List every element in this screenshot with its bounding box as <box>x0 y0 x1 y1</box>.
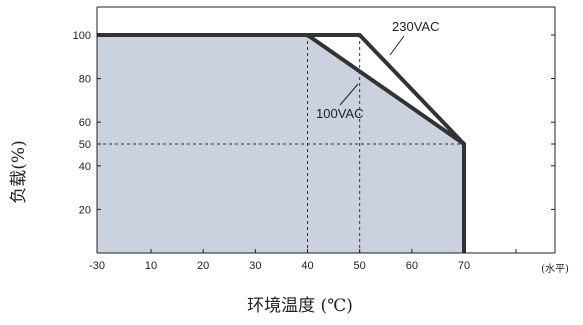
y-tick-label-50: 50 <box>79 139 91 151</box>
labels: 负载(%) 环境温度 (℃) (水平) 230VAC 100VAC <box>9 19 569 316</box>
x-tick-label-40: 40 <box>301 260 313 272</box>
y-tick-label-80: 80 <box>79 74 91 86</box>
series-lines <box>97 33 466 253</box>
x-axis-title: 环境温度 (℃) <box>247 296 353 316</box>
y-axis-title: 负载(%) <box>9 140 29 203</box>
operating-region <box>97 35 464 253</box>
x-tick-label-70: 70 <box>458 260 470 272</box>
series-line-100vac <box>97 33 466 253</box>
series-label-100vac: 100VAC <box>316 106 363 121</box>
x-tick-label-30: 30 <box>249 260 261 272</box>
y-tick-label-100: 100 <box>73 30 91 42</box>
series-leader-100vac <box>339 83 359 106</box>
x-tick-label-20: 20 <box>197 260 209 272</box>
ticks: 20 40 50 60 80 100 -30 10 20 30 40 50 60 70 <box>73 30 555 272</box>
x-tick-label-60: 60 <box>406 260 418 272</box>
series-leader-230vac <box>389 35 405 56</box>
x-tick-label-50: 50 <box>354 260 366 272</box>
y-tick-label-60: 60 <box>79 117 91 129</box>
x-axis-unit-note: (水平) <box>541 263 569 275</box>
y-tick-label-40: 40 <box>79 161 91 173</box>
axes <box>96 6 556 254</box>
series-label-230vac: 230VAC <box>392 19 439 34</box>
x-tick-label--30: -30 <box>89 260 105 272</box>
x-tick-label-10: 10 <box>145 260 157 272</box>
plot-area <box>97 35 464 253</box>
y-tick-label-20: 20 <box>79 204 91 216</box>
